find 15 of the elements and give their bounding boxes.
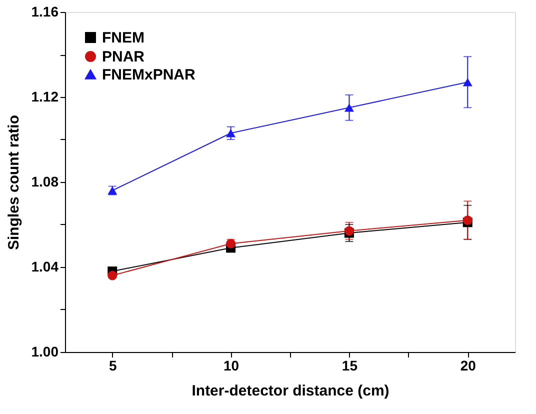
legend-label: FNEM (102, 30, 144, 46)
y-tick-label: 1.08 (31, 174, 59, 190)
legend-label: FNEMxPNAR (102, 66, 196, 84)
x-tick-label: 20 (460, 358, 476, 374)
x-tick-label: 5 (108, 358, 117, 374)
y-axis-title: Singles count ratio (5, 114, 22, 250)
x-tick-label: 10 (224, 358, 240, 374)
point (108, 270, 118, 280)
x-tick-label: 15 (342, 358, 358, 374)
y-tick-label: 1.04 (31, 258, 59, 274)
legend-label: PNAR (102, 48, 145, 66)
y-tick-label: 1.12 (31, 88, 59, 104)
y-tick-label: 1.00 (31, 344, 59, 360)
x-axis-title: Inter-detector distance (cm) (192, 382, 390, 400)
y-tick-label: 1.16 (31, 4, 59, 20)
